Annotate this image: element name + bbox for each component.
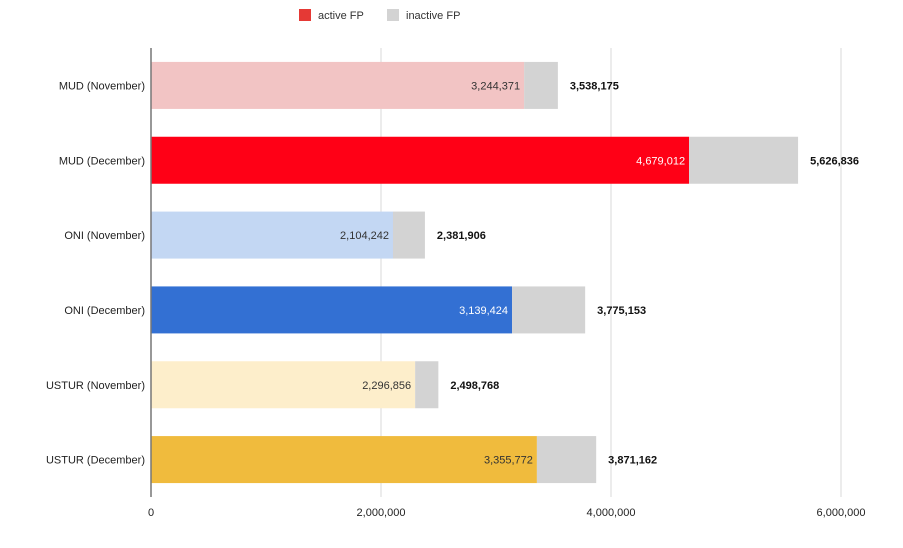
active-value-label: 2,104,242: [340, 230, 389, 242]
total-value-label: 2,381,906: [437, 230, 486, 242]
x-tick-label: 0: [148, 507, 154, 519]
active-value-label: 3,244,371: [471, 80, 520, 92]
total-value-label: 3,775,153: [597, 305, 646, 317]
bar-active-fp: [151, 61, 525, 109]
bar-active-fp: [151, 136, 690, 184]
bar-active-fp: [151, 286, 513, 334]
legend-label: active FP: [318, 10, 364, 22]
category-label: USTUR (December): [46, 455, 145, 467]
category-label: MUD (November): [59, 80, 145, 92]
bar-inactive-fp: [392, 211, 425, 259]
bar-active-fp: [151, 361, 416, 409]
active-value-label: 4,679,012: [636, 155, 685, 167]
x-tick-label: 4,000,000: [587, 507, 636, 519]
x-tick-label: 6,000,000: [817, 507, 866, 519]
x-tick-label: 2,000,000: [357, 507, 406, 519]
category-label: USTUR (November): [46, 380, 145, 392]
category-label: ONI (December): [64, 305, 145, 317]
bar-inactive-fp: [524, 61, 558, 109]
active-value-label: 3,139,424: [459, 305, 508, 317]
total-value-label: 3,871,162: [608, 455, 657, 467]
total-value-label: 2,498,768: [450, 380, 499, 392]
category-label: MUD (December): [59, 155, 145, 167]
bar-active-fp: [151, 436, 537, 484]
total-value-label: 3,538,175: [570, 80, 619, 92]
bar-inactive-fp: [536, 436, 597, 484]
bar-inactive-fp: [512, 286, 586, 334]
bar-inactive-fp: [689, 136, 799, 184]
category-label: ONI (November): [64, 230, 145, 242]
bar-inactive-fp: [415, 361, 439, 409]
active-value-label: 2,296,856: [362, 380, 411, 392]
total-value-label: 5,626,836: [810, 155, 859, 167]
bar-active-fp: [151, 211, 393, 259]
active-value-label: 3,355,772: [484, 455, 533, 467]
legend-swatch-inactive: [387, 9, 399, 21]
legend-swatch-active: [299, 9, 311, 21]
legend-label: inactive FP: [406, 10, 460, 22]
